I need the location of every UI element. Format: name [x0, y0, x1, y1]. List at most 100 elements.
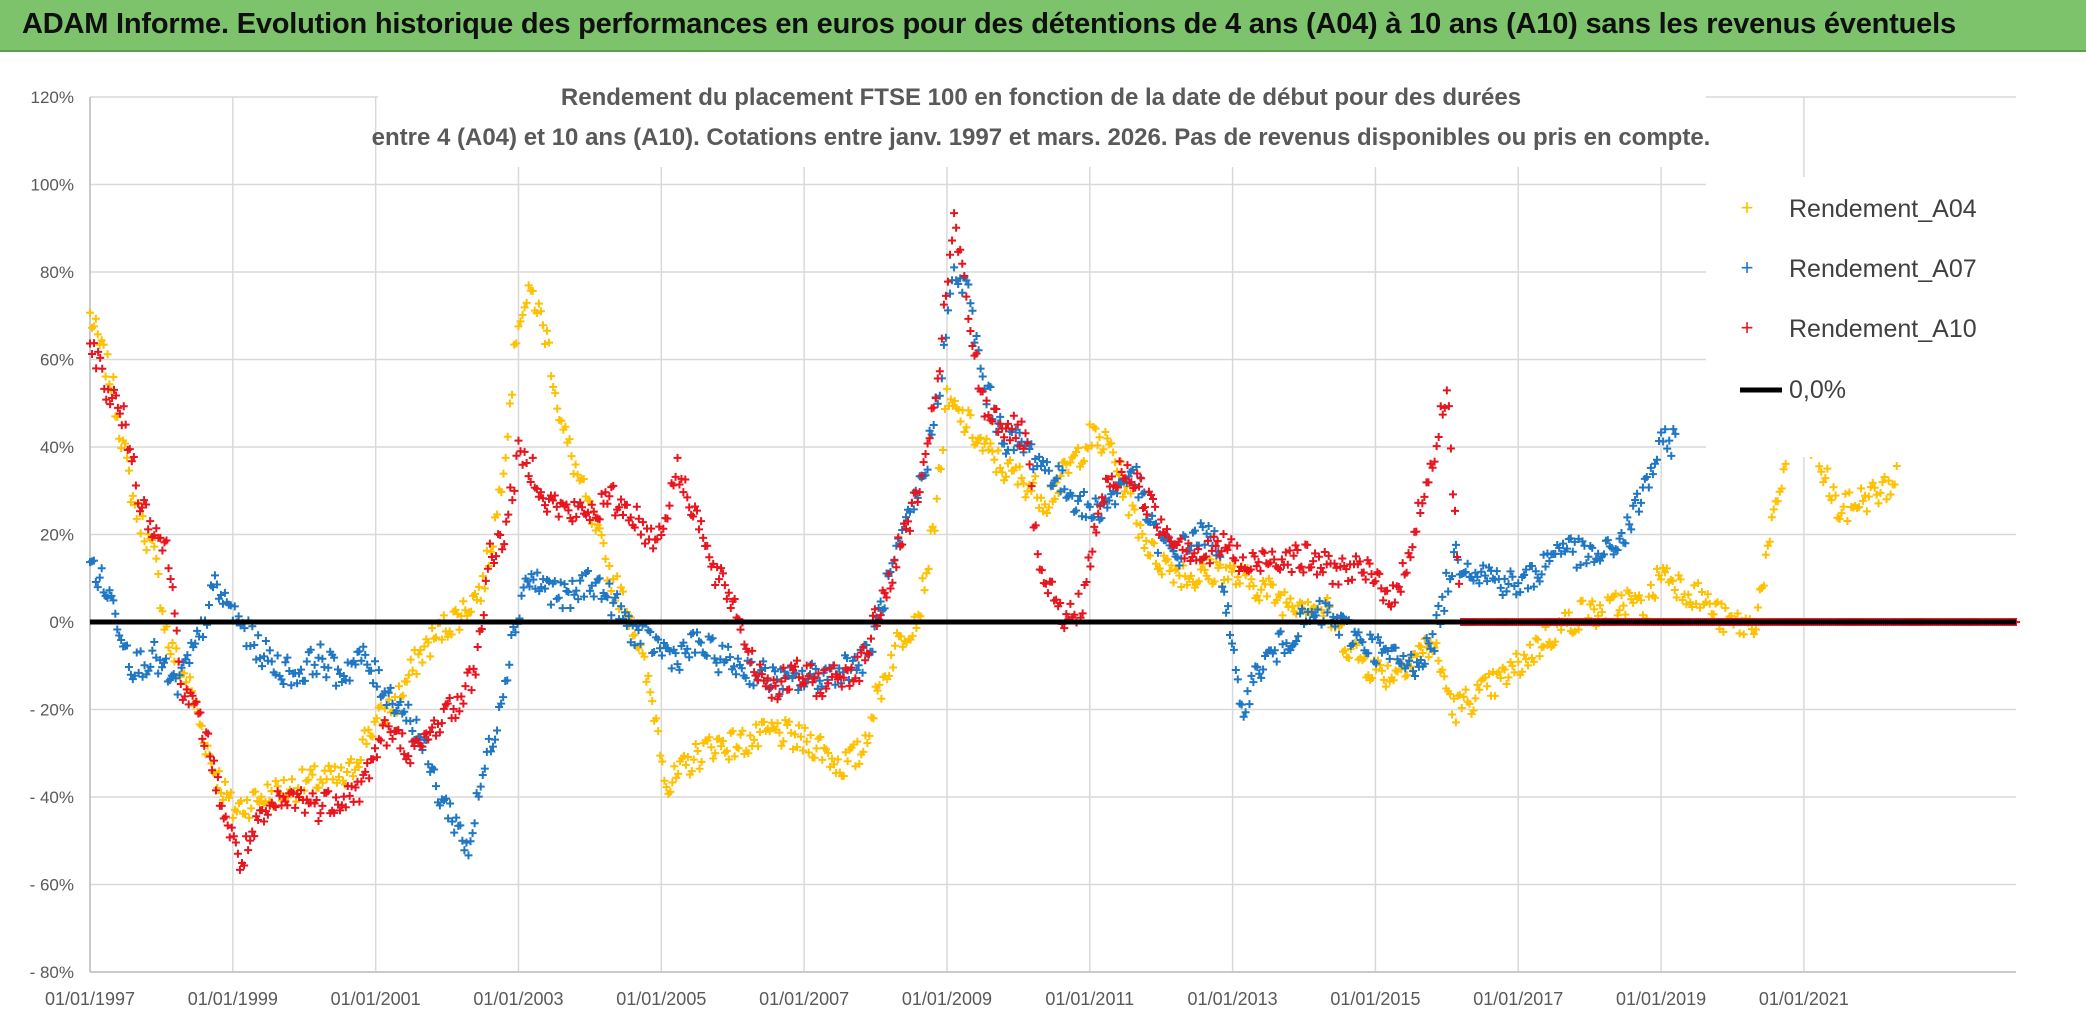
data-point: [1379, 596, 1388, 605]
data-point: [316, 809, 325, 818]
data-point: [634, 514, 643, 523]
data-point: [1175, 561, 1184, 570]
data-point: [1268, 580, 1277, 589]
data-point: [404, 700, 413, 709]
data-point: [1238, 553, 1247, 562]
data-point: [1275, 565, 1284, 574]
data-point: [1886, 490, 1895, 499]
x-tick-label: 01/01/2001: [331, 989, 421, 1009]
data-point: [174, 657, 183, 666]
data-point: [1211, 541, 1220, 550]
data-point: [1674, 571, 1683, 580]
data-point: [396, 744, 405, 753]
data-point: [525, 582, 534, 591]
data-point: [1564, 608, 1573, 617]
data-point: [267, 657, 276, 666]
data-point: [1293, 546, 1302, 555]
data-point: [1448, 710, 1457, 719]
data-point: [724, 588, 733, 597]
data-point: [499, 469, 508, 478]
data-point: [946, 250, 955, 259]
data-point: [1264, 574, 1273, 583]
data-point: [146, 517, 155, 526]
data-point: [791, 662, 800, 671]
data-point: [1529, 582, 1538, 591]
data-point: [1502, 587, 1511, 596]
data-point: [110, 385, 119, 394]
data-point: [1009, 411, 1018, 420]
data-point: [673, 660, 682, 669]
data-point: [986, 383, 995, 392]
data-point: [1481, 571, 1490, 580]
data-point: [1177, 582, 1186, 591]
data-point: [722, 594, 731, 603]
data-point: [689, 512, 698, 521]
data-point: [406, 717, 415, 726]
data-point: [561, 422, 570, 431]
data-point: [1457, 703, 1466, 712]
data-point: [218, 599, 227, 608]
data-point: [1635, 591, 1644, 600]
data-point: [1253, 663, 1262, 672]
data-point: [1091, 424, 1100, 433]
data-point: [1777, 484, 1786, 493]
data-point: [683, 644, 692, 653]
data-point: [507, 630, 516, 639]
data-point: [402, 677, 411, 686]
data-point: [613, 572, 622, 581]
data-point: [414, 650, 423, 659]
data-point: [1366, 630, 1375, 639]
data-point: [1100, 498, 1109, 507]
data-point: [785, 685, 794, 694]
data-point: [1629, 501, 1638, 510]
data-point: [565, 435, 574, 444]
data-point: [652, 714, 661, 723]
data-point: [300, 808, 309, 817]
data-point: [1613, 546, 1622, 555]
data-point: [543, 326, 552, 335]
data-point: [197, 721, 206, 730]
data-point: [1588, 597, 1597, 606]
data-point: [1430, 646, 1439, 655]
data-point: [812, 744, 821, 753]
data-point: [711, 580, 720, 589]
data-point: [1314, 552, 1323, 561]
data-point: [1173, 553, 1182, 562]
data-point: [1621, 539, 1630, 548]
data-point: [422, 729, 431, 738]
data-point: [1257, 585, 1266, 594]
data-point: [233, 849, 242, 858]
data-point: [486, 547, 495, 556]
data-point: [839, 771, 848, 780]
data-point: [693, 506, 702, 515]
data-point: [1277, 555, 1286, 564]
data-point: [395, 682, 404, 691]
data-point: [528, 453, 537, 462]
data-point: [1218, 582, 1227, 591]
data-point: [605, 492, 614, 501]
data-point: [1424, 653, 1433, 662]
data-point: [324, 663, 333, 672]
data-point: [1397, 659, 1406, 668]
data-point: [486, 747, 495, 756]
data-point: [241, 809, 250, 818]
data-point: [1190, 583, 1199, 592]
data-point: [132, 648, 141, 657]
data-point: [996, 419, 1005, 428]
data-point: [1442, 568, 1451, 577]
data-point: [763, 674, 772, 683]
data-point: [1324, 551, 1333, 560]
data-point: [1514, 579, 1523, 588]
data-point: [1354, 628, 1363, 637]
legend-item-a07: + Rendement_A07: [1741, 255, 1977, 283]
data-point: [1027, 440, 1036, 449]
data-point: [482, 546, 491, 555]
data-point: [779, 663, 788, 672]
data-point: [1829, 483, 1838, 492]
data-point: [534, 299, 543, 308]
data-point: [1697, 587, 1706, 596]
data-point: [518, 460, 527, 469]
legend-label-zero: 0,0%: [1789, 376, 1846, 404]
data-point: [332, 681, 341, 690]
data-point: [1529, 657, 1538, 666]
